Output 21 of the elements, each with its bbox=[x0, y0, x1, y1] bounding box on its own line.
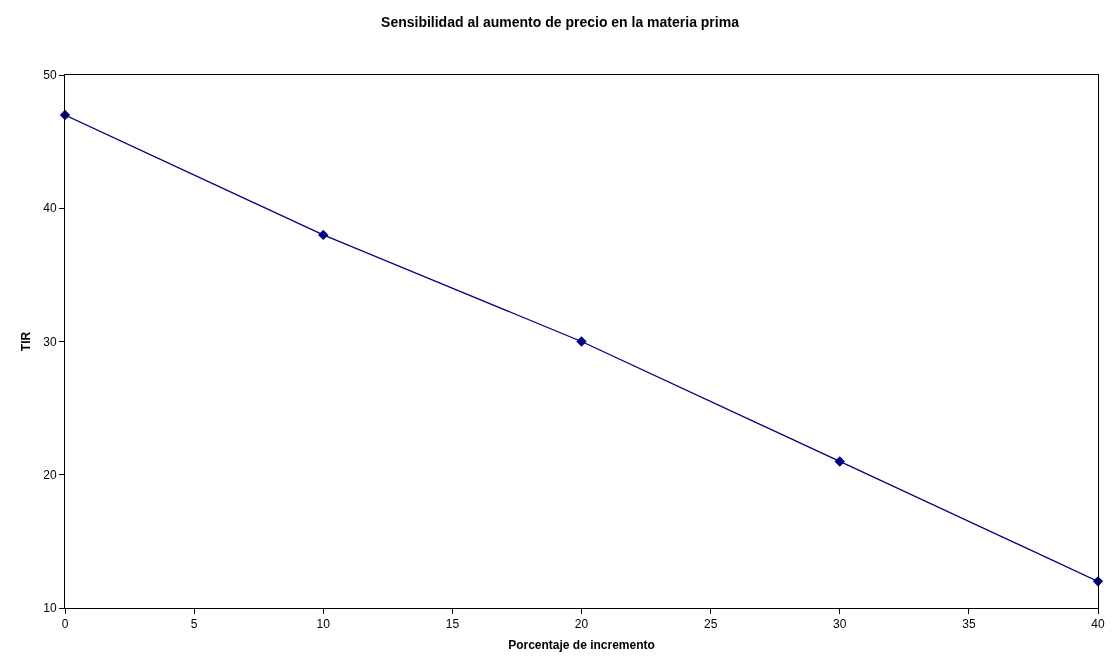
x-tick-label: 25 bbox=[703, 617, 718, 632]
y-tick-label: 30 bbox=[43, 334, 57, 349]
y-tick-label: 50 bbox=[43, 68, 57, 83]
x-tick-label: 35 bbox=[962, 617, 976, 632]
x-tick-label: 30 bbox=[833, 617, 847, 632]
point bbox=[576, 336, 587, 347]
x-axis-title: Porcentaje de incremento bbox=[508, 638, 655, 653]
point bbox=[834, 456, 845, 467]
y-tick-label: 40 bbox=[43, 201, 57, 216]
x-tick-label: 40 bbox=[1091, 617, 1105, 632]
x-tick-label: 10 bbox=[316, 617, 331, 632]
x-tick-label: 0 bbox=[61, 617, 69, 632]
point bbox=[318, 229, 329, 241]
chart-title: Sensibilidad al aumento de precio en la materia prima bbox=[381, 13, 740, 30]
point bbox=[59, 109, 71, 121]
y-axis-title: TIR bbox=[18, 331, 33, 352]
x-tick-label: 20 bbox=[574, 617, 589, 632]
x-tick-label: 15 bbox=[445, 617, 460, 632]
y-tick-label: 10 bbox=[43, 601, 57, 616]
x-tick-label: 5 bbox=[190, 617, 198, 632]
y-tick-label: 20 bbox=[43, 467, 57, 482]
